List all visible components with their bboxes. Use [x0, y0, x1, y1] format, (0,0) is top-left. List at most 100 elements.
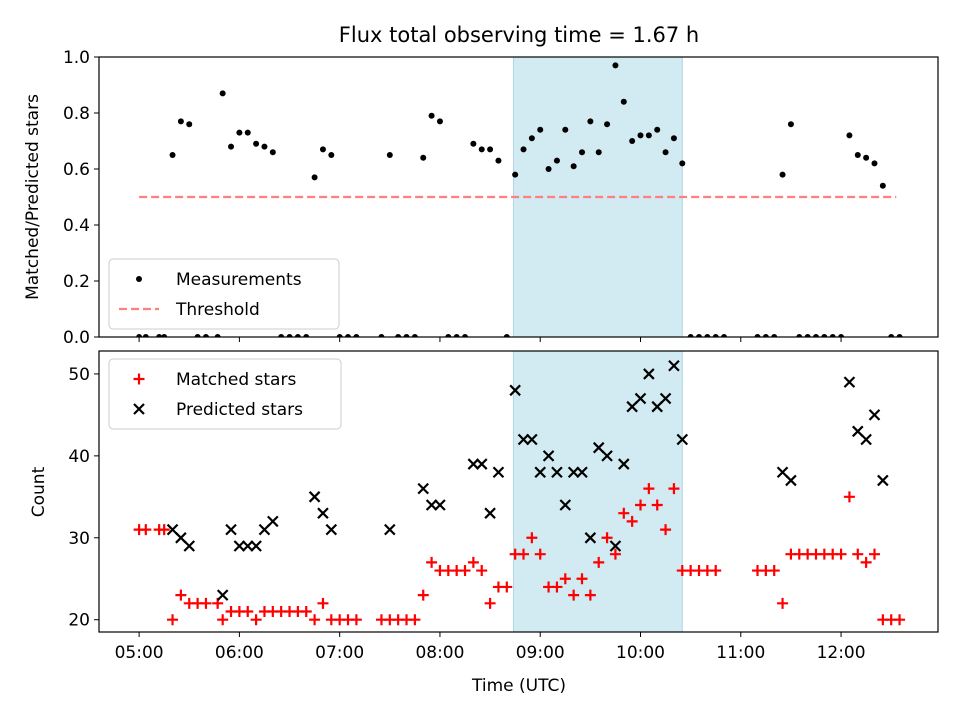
- data-layer: [133, 359, 906, 626]
- measurement-point: [545, 166, 552, 172]
- y-tick-label: 1.0: [63, 48, 90, 68]
- measurement-point: [570, 163, 577, 170]
- measurement-point: [896, 334, 903, 337]
- predicted-star-point: [241, 540, 254, 552]
- measurement-point: [679, 160, 686, 167]
- predicted-star-point: [542, 450, 555, 462]
- predicted-star-point: [634, 392, 647, 405]
- top-y-axis-label: Matched/Predicted stars: [23, 94, 43, 300]
- matched-star-point: [476, 565, 488, 577]
- predicted-star-point: [868, 409, 881, 421]
- measurement-point: [436, 118, 443, 125]
- measurement-point: [353, 334, 360, 337]
- matched-star-point: [175, 589, 187, 601]
- measurement-point: [470, 140, 477, 147]
- matched-star-point: [551, 581, 563, 593]
- predicted-star-point: [643, 368, 655, 380]
- predicted-star-point: [434, 499, 446, 511]
- measurement-point: [244, 129, 251, 136]
- matched-star-point: [484, 597, 496, 609]
- legend-box: [108, 358, 342, 430]
- predicted-star-point: [526, 433, 538, 446]
- measurement-point: [336, 334, 343, 337]
- y-tick-label: 0.6: [63, 160, 90, 180]
- y-tick-label: 0.0: [63, 328, 90, 348]
- measurement-point: [495, 157, 502, 164]
- matched-star-point: [158, 524, 170, 536]
- axes-frame: [98, 350, 939, 633]
- measurement-point: [156, 334, 163, 337]
- measurement-point: [345, 334, 352, 337]
- matched-star-point: [501, 581, 513, 593]
- measurement-point: [311, 174, 318, 181]
- measurement-point: [462, 334, 469, 337]
- matched-star-point: [609, 548, 621, 560]
- y-tick-label: 50: [68, 365, 90, 385]
- predicted-star-point: [183, 540, 196, 552]
- matched-star-point: [635, 499, 647, 511]
- predicted-star-point: [551, 466, 563, 479]
- matched-star-point: [559, 573, 571, 585]
- bottom-y-axis-label: Count: [29, 466, 49, 517]
- measurement-point: [662, 149, 669, 156]
- predicted-star-point: [233, 540, 246, 552]
- measurement-point: [696, 334, 703, 337]
- measurement-point: [214, 334, 221, 337]
- measurement-point: [453, 334, 460, 337]
- matched-star-point: [250, 614, 262, 626]
- measurement-point: [562, 126, 569, 133]
- measurement-point: [787, 121, 794, 128]
- measurement-point: [879, 182, 886, 189]
- x-tick-label: 09:00: [516, 643, 565, 663]
- matched-star-point: [601, 532, 613, 544]
- matched-star-point: [417, 589, 429, 601]
- matched-star-point: [309, 614, 321, 626]
- y-tick-label: 0.2: [63, 272, 90, 292]
- matched-star-point: [618, 507, 630, 519]
- measurement-point: [604, 121, 611, 128]
- measurement-point: [512, 171, 519, 178]
- legend-label: Predicted stars: [176, 400, 303, 420]
- predicted-star-point: [567, 466, 580, 479]
- matched-star-point: [350, 614, 362, 626]
- predicted-star-point: [484, 507, 496, 519]
- matched-star-point: [835, 548, 847, 560]
- y-tick-label: 0.8: [63, 104, 90, 124]
- measurement-point: [228, 143, 235, 150]
- measurement-point: [386, 152, 393, 158]
- matched-star-point: [843, 491, 855, 503]
- measurement-point: [478, 146, 485, 153]
- predicted-star-point: [267, 515, 279, 528]
- measurement-point: [704, 334, 711, 337]
- legend-label: Threshold: [175, 300, 260, 320]
- predicted-star-point: [668, 359, 680, 372]
- measurement-point: [670, 135, 677, 142]
- matched-star-point: [593, 556, 605, 568]
- measurement-point: [645, 132, 652, 139]
- matched-star-point: [526, 532, 538, 544]
- x-tick-label: 08:00: [415, 643, 464, 663]
- legend-marker-plus: [133, 373, 145, 385]
- y-tick-label: 40: [68, 447, 90, 467]
- measurement-point: [888, 334, 895, 337]
- measurement-point: [838, 334, 845, 337]
- measurement-point: [846, 132, 853, 139]
- x-axis-label: Time (UTC): [471, 676, 566, 696]
- x-tick-label: 05:00: [115, 643, 164, 663]
- matched-star-point: [626, 515, 638, 527]
- measurement-point: [378, 334, 385, 337]
- matched-star-point: [518, 548, 530, 560]
- measurement-point: [637, 132, 644, 139]
- measurement-point: [236, 129, 243, 136]
- measurement-point: [620, 98, 627, 105]
- measurement-point: [319, 146, 326, 153]
- measurement-point: [762, 334, 769, 337]
- measurement-point: [278, 334, 285, 337]
- matched-star-point: [467, 556, 479, 568]
- matched-star-point: [852, 548, 864, 560]
- observing-window-band: [512, 350, 683, 633]
- matched-star-point: [860, 556, 872, 568]
- measurement-point: [854, 152, 861, 158]
- predicted-star-point: [325, 523, 338, 536]
- measurement-point: [403, 334, 410, 337]
